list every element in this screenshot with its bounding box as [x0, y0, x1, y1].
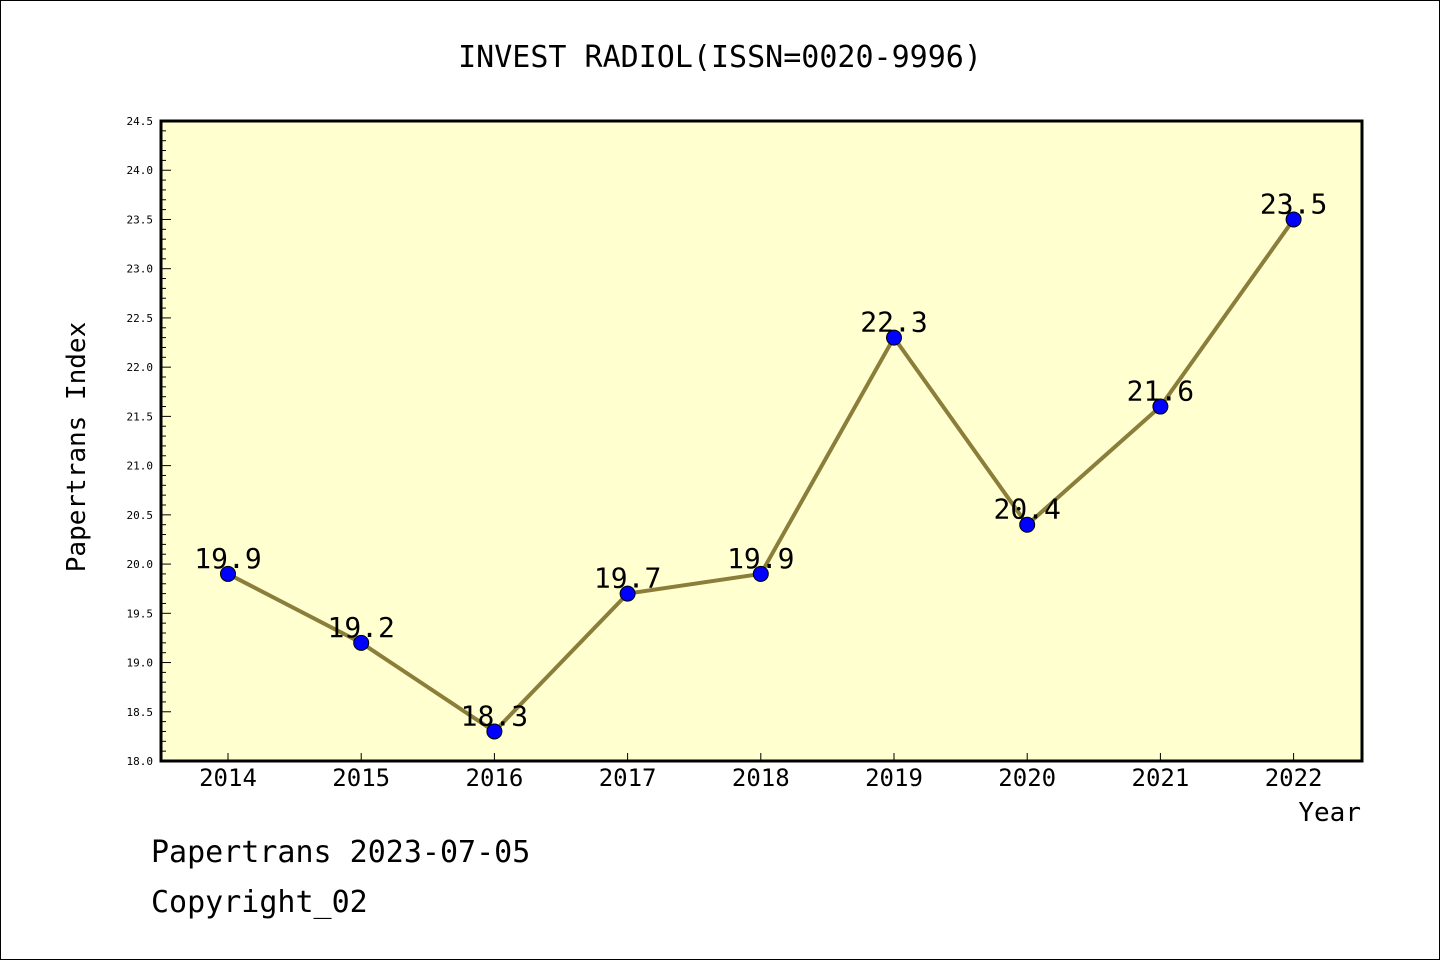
- y-tick-label: 21.5: [127, 410, 154, 423]
- footer-date: Papertrans 2023-07-05: [151, 835, 531, 870]
- x-tick-label: 2017: [599, 764, 657, 792]
- y-tick-label: 22.5: [127, 312, 154, 325]
- data-point: [353, 634, 370, 651]
- data-label: 22.3: [860, 306, 927, 339]
- plot-area: [159, 119, 1364, 763]
- data-point: [220, 565, 236, 582]
- y-tick-label: 24.5: [127, 115, 154, 128]
- data-point: [886, 329, 902, 346]
- y-tick-label: 23.0: [127, 263, 154, 276]
- x-tick-label: 2016: [466, 764, 524, 792]
- data-label: 20.4: [993, 493, 1060, 526]
- x-tick-label: 2020: [998, 764, 1056, 792]
- x-tick-label: 2022: [1265, 764, 1323, 792]
- y-tick-label: 24.0: [127, 164, 154, 177]
- y-tick-label: 20.5: [127, 509, 154, 522]
- data-label: 21.6: [1127, 375, 1194, 408]
- y-tick-label: 18.5: [127, 706, 154, 719]
- y-tick-label: 22.0: [127, 361, 154, 374]
- x-axis-ticks: 2014 2015 2016 2017 2018 2019 2020 2021 2022: [199, 753, 1322, 792]
- data-point: [1285, 211, 1302, 228]
- y-tick-label: 19.0: [127, 657, 154, 670]
- data-label: 19.2: [327, 611, 394, 644]
- chart-title: INVEST RADIOL(ISSN=0020-9996): [458, 40, 982, 75]
- y-axis-label: Papertrans Index: [62, 322, 92, 572]
- data-point: [1152, 398, 1169, 415]
- series-group: 19.9 19.2 18.3 19.7 19.9 22.3 20.4 21.6 23.5: [194, 187, 1327, 740]
- data-point: [752, 565, 769, 582]
- data-label: 19.9: [727, 542, 794, 575]
- x-tick-label: 2019: [865, 764, 923, 792]
- y-tick-label: 19.5: [127, 607, 154, 620]
- data-label: 18.3: [461, 699, 528, 732]
- y-tick-label: 23.5: [127, 213, 154, 226]
- x-tick-label: 2015: [332, 764, 390, 792]
- data-label: 19.7: [594, 562, 661, 595]
- x-tick-label: 2021: [1132, 764, 1190, 792]
- y-tick-label: 21.0: [127, 460, 154, 473]
- data-point: [486, 723, 503, 740]
- x-tick-label: 2014: [199, 764, 257, 792]
- data-point: [1019, 516, 1036, 533]
- y-tick-label: 20.0: [127, 558, 154, 571]
- x-tick-label: 2018: [732, 764, 790, 792]
- data-label: 19.9: [194, 542, 261, 575]
- y-tick-label: 18.0: [127, 755, 154, 768]
- x-axis-label: Year: [1298, 798, 1361, 828]
- y-axis-ticks: 18.0 18.5 19.0 19.5 20.0 20.5 21.0 21.5 22.0 22.5…: [127, 115, 171, 768]
- footer-copyright: Copyright_02: [151, 885, 368, 920]
- data-label: 23.5: [1260, 187, 1327, 220]
- data-point: [619, 585, 636, 602]
